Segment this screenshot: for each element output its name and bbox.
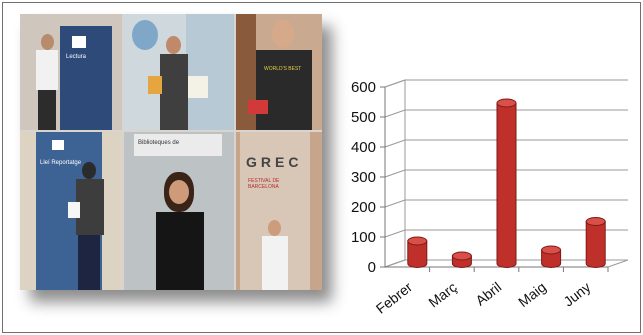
bar (541, 249, 562, 268)
tshirt-text: WORLD'S BEST (264, 66, 302, 72)
photo-grec-poster: GREC FESTIVAL DE BARCELONA (236, 132, 322, 290)
grec-sign: GREC (246, 154, 303, 170)
photo-woman-banner: Lleí Reportatge (20, 132, 122, 290)
y-tick-label: 0 (368, 259, 376, 276)
bar-top (541, 245, 562, 255)
photo-man-white-shirt: Lectura (20, 14, 122, 130)
person (34, 34, 60, 130)
person: WORLD'S BEST (248, 20, 314, 130)
y-tick-label: 200 (351, 199, 376, 216)
photo-man-tshirt: WORLD'S BEST (236, 14, 322, 130)
blue-banner: Lectura (60, 26, 112, 130)
bar-top (496, 98, 517, 108)
x-tick-label: Maig (515, 279, 549, 310)
gridline-depth (384, 259, 406, 268)
banner-text: Lleí Reportatge (40, 160, 82, 166)
bar-top (585, 217, 606, 226)
photo-woman-books (124, 14, 234, 130)
gridline-depth (384, 79, 406, 88)
bar (407, 240, 428, 268)
x-tick-label: Abril (472, 279, 504, 309)
banner-text: Lectura (66, 54, 87, 60)
library-sign: Biblioteques de (138, 140, 180, 146)
photo-woman-black-top: Biblioteques de (124, 132, 234, 290)
y-tick-label: 600 (351, 79, 376, 96)
gridline-depth (384, 139, 406, 148)
grec-subtitle: FESTIVAL DE BARCELONA (248, 178, 280, 190)
person (258, 220, 292, 290)
person (148, 36, 208, 130)
photo-collage: Lectura WORLD'S BEST Lleí (20, 14, 322, 290)
y-tick-label: 100 (351, 229, 376, 246)
bar (496, 102, 517, 268)
y-tick-label: 500 (351, 109, 376, 126)
gridline-depth (384, 109, 406, 118)
bar-top (407, 236, 428, 246)
bar (585, 221, 606, 268)
x-tick-label: Març (425, 279, 459, 311)
y-tick-label: 300 (351, 169, 376, 186)
bar-top (451, 251, 472, 261)
person (150, 172, 210, 290)
x-tick-label: Febrer (373, 279, 416, 317)
gridline-depth (384, 169, 406, 178)
gridline-depth (384, 199, 406, 208)
person (68, 162, 110, 290)
circle-poster (132, 20, 158, 50)
gridline-depth (384, 229, 406, 238)
y-tick-label: 400 (351, 139, 376, 156)
x-tick-label: Juny (560, 279, 593, 310)
